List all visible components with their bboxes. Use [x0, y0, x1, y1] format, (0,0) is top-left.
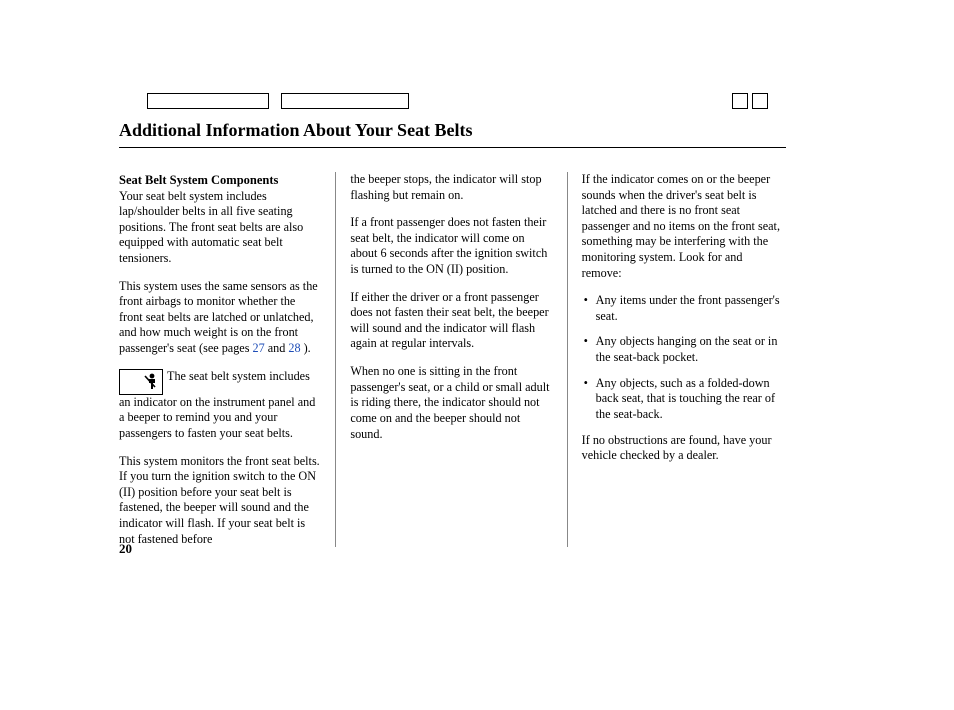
- col3-p2: If no obstructions are found, have your …: [582, 433, 784, 464]
- left-crop-marks: [147, 93, 409, 109]
- col2-p4: When no one is sitting in the front pass…: [350, 364, 552, 442]
- crop-rect-2: [281, 93, 409, 109]
- manual-page: Additional Information About Your Seat B…: [0, 0, 954, 710]
- column-1: Seat Belt System Components Your seat be…: [119, 172, 321, 547]
- section-subhead: Seat Belt System Components: [119, 173, 278, 187]
- crop-square-2: [752, 93, 768, 109]
- col3-bullet-2: Any objects hanging on the seat or in th…: [582, 334, 784, 365]
- column-3: If the indicator comes on or the beeper …: [567, 172, 784, 547]
- page-heading: Additional Information About Your Seat B…: [119, 120, 786, 148]
- col1-p4: This system monitors the front seat belt…: [119, 454, 321, 548]
- right-crop-marks: [732, 93, 768, 109]
- col2-p1: the beeper stops, the indicator will sto…: [350, 172, 552, 203]
- col2-p3: If either the driver or a front passenge…: [350, 290, 552, 352]
- col3-bullet-1: Any items under the front passenger's se…: [582, 293, 784, 324]
- col1-p2b: and: [265, 341, 289, 355]
- col1-p2c: ).: [301, 341, 311, 355]
- crop-marks: [147, 93, 768, 109]
- col1-subhead-and-p1: Seat Belt System Components Your seat be…: [119, 172, 321, 267]
- col1-p1-text: Your seat belt system includes lap/shoul…: [119, 189, 303, 265]
- column-2: the beeper stops, the indicator will sto…: [335, 172, 552, 547]
- col3-p1: If the indicator comes on or the beeper …: [582, 172, 784, 281]
- crop-rect-1: [147, 93, 269, 109]
- page-number: 20: [119, 541, 132, 557]
- col3-bullet-list: Any items under the front passenger's se…: [582, 293, 784, 422]
- page-link-28[interactable]: 28: [288, 341, 300, 355]
- page-link-27[interactable]: 27: [253, 341, 265, 355]
- crop-square-1: [732, 93, 748, 109]
- col1-p3: The seat belt system includes an indicat…: [119, 369, 321, 442]
- seatbelt-indicator-icon: [119, 369, 163, 395]
- col1-p2: This system uses the same sensors as the…: [119, 279, 321, 357]
- body-columns: Seat Belt System Components Your seat be…: [119, 172, 784, 547]
- col2-p2: If a front passenger does not fasten the…: [350, 215, 552, 277]
- col3-bullet-3: Any objects, such as a folded-down back …: [582, 376, 784, 423]
